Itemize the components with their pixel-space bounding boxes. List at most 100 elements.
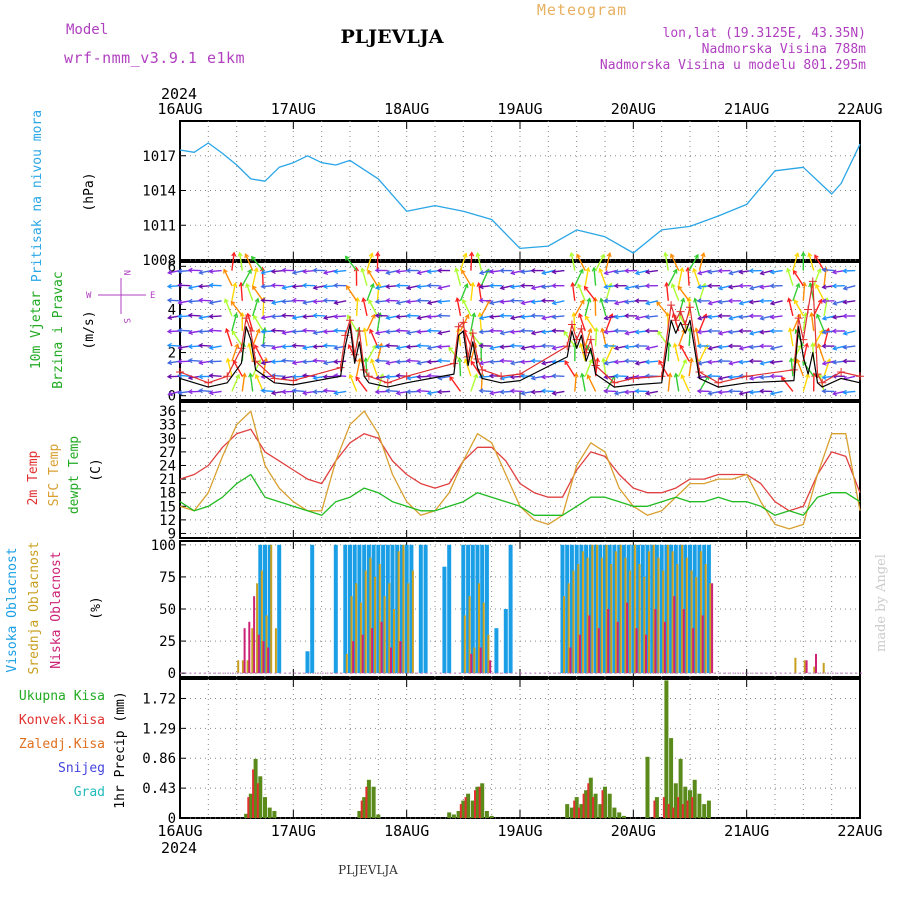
wind-arrow-icon	[605, 252, 611, 271]
wind-arrow-icon	[361, 268, 368, 286]
wind-arrowhead-icon	[270, 345, 277, 351]
wind-arrowhead-icon	[679, 344, 685, 350]
wind-arrow-icon	[396, 315, 409, 318]
wind-arrowhead-icon	[457, 357, 463, 363]
wind-arrowhead-icon	[540, 284, 546, 290]
precip-total-bar	[258, 776, 263, 818]
wind-arrow-icon	[599, 268, 607, 286]
precip-total-bar	[664, 680, 669, 818]
wind-arrowhead-icon	[385, 360, 391, 366]
wind-arrowhead-icon	[436, 358, 442, 364]
cloud-high-bar	[343, 544, 348, 674]
footer-station: PLJEVLJA	[338, 863, 398, 877]
cloud-low-bar	[588, 615, 591, 674]
cloud-high-bar	[588, 544, 593, 674]
y-tick-label: 0.86	[142, 751, 176, 767]
cloud-mid-bar	[643, 576, 646, 674]
wind-arrow-icon	[476, 252, 482, 271]
wind-arrow-icon	[456, 298, 462, 317]
wind-arrow-icon	[510, 360, 523, 365]
wind-arrow-icon	[822, 360, 835, 365]
wind-arrow-icon	[500, 345, 513, 348]
wind-arrowhead-icon	[759, 298, 764, 304]
wind-arrow-icon	[231, 330, 243, 347]
wind-arrowhead-icon	[624, 285, 630, 291]
wind-arrow-icon	[677, 285, 690, 302]
wind-arrowhead-icon	[230, 300, 236, 306]
wind-arrow-icon	[695, 328, 701, 347]
wind-arrowhead-icon	[634, 298, 640, 304]
cloud-low-bar	[257, 634, 260, 674]
sfc-temp-line	[179, 410, 861, 530]
wind-arrowhead-icon	[166, 283, 172, 289]
wind-arrow-icon	[209, 315, 222, 318]
wind-arrow-icon	[363, 328, 368, 347]
precip-conv-bar	[582, 793, 585, 818]
wind-arrowhead-icon	[395, 345, 401, 351]
pressure-series-line	[179, 142, 861, 254]
wind-arrowhead-icon	[281, 312, 287, 319]
wind-arrowhead-icon	[302, 390, 308, 396]
panel-1: 0 2 4 6	[166, 251, 864, 405]
wind-arrow-icon	[635, 315, 648, 320]
wind-arrowhead-icon	[395, 390, 401, 396]
wind-arrowhead-icon	[623, 358, 629, 364]
wind-arrow-icon	[802, 282, 806, 301]
wind-arrowhead-icon	[237, 251, 243, 257]
wind-arrowhead-icon	[530, 389, 536, 395]
wind-arrowhead-icon	[707, 359, 713, 365]
wind-arrowhead-icon	[717, 285, 723, 291]
wind-arrowhead-icon	[842, 358, 848, 364]
wind-arrowhead-icon	[540, 388, 546, 394]
wind-arrowhead-icon	[177, 345, 183, 351]
wind-gust-marker	[251, 357, 260, 366]
cloud-high-bar	[598, 544, 603, 674]
elevation-model: Nadmorska Visina u modelu 801.295m	[600, 58, 866, 73]
year-label-bottom: 2024	[161, 839, 197, 857]
wind-speed-line	[179, 319, 861, 388]
wind-arrow-icon	[178, 269, 191, 273]
wind-arrowhead-icon	[426, 359, 432, 365]
wind-arrowhead-icon	[224, 298, 229, 304]
wind-arrow-icon	[577, 283, 586, 302]
wind-arrow-icon	[313, 285, 326, 289]
wind-arrow-icon	[253, 315, 264, 332]
wind-arrowhead-icon	[613, 373, 619, 379]
wind-arrowhead-icon	[281, 358, 287, 364]
wind-arrowhead-icon	[613, 314, 619, 320]
wind-arrowhead-icon	[634, 329, 640, 335]
wind-arrowhead-icon	[348, 373, 354, 379]
cloud-mid-bar	[704, 564, 707, 674]
wind-arrow-icon	[646, 300, 659, 305]
precip-total-bar	[603, 786, 607, 818]
y-tick-label: 1011	[142, 218, 176, 234]
wind-arrow-icon	[843, 375, 856, 380]
wind-arrow-icon	[718, 330, 731, 335]
wind-arrow-icon	[261, 344, 274, 347]
y-tick-label: 21	[159, 472, 176, 488]
wind-arrowhead-icon	[832, 300, 838, 306]
wind-arrowhead-icon	[254, 297, 260, 303]
wind-arrow-icon	[368, 299, 379, 317]
wind-arrowhead-icon	[831, 328, 837, 334]
wind-arrow-icon	[417, 375, 430, 378]
cloud-high-bar	[631, 544, 636, 674]
wind-arrow-icon	[792, 344, 802, 362]
cloud-high-bar	[579, 544, 584, 674]
cloud-high-bar	[348, 544, 352, 674]
wind-arrowhead-icon	[333, 268, 339, 275]
wind-arrow-icon	[226, 358, 233, 377]
precip-conv-bar	[256, 783, 259, 819]
wind-compass: W E N S	[86, 270, 155, 323]
wind-gust-marker	[577, 324, 586, 333]
wind-arrowhead-icon	[208, 268, 214, 274]
precip-total-bar	[362, 797, 367, 818]
wind-arrow-icon	[271, 360, 284, 363]
wind-arrowhead-icon	[405, 389, 411, 395]
wind-arrow-icon	[552, 269, 565, 273]
wind-arrow-icon	[510, 375, 523, 378]
coords-text: lon,lat (19.3125E, 43.35N)	[663, 26, 867, 41]
precip-total-bar	[588, 777, 593, 818]
precip-total-bar	[451, 814, 456, 818]
y-tick-label: 1.29	[142, 721, 176, 737]
